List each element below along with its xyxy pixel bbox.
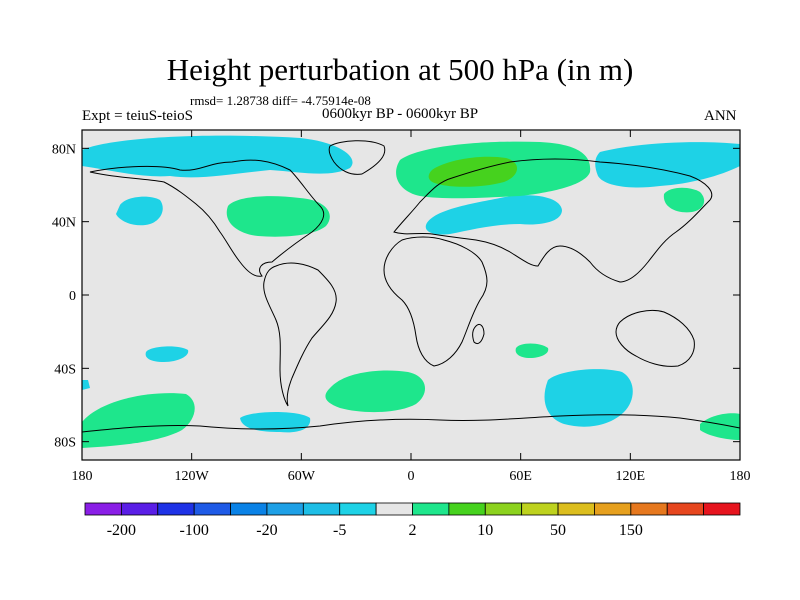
coast-greenland: [328, 140, 386, 175]
coastlines: [82, 140, 740, 433]
colorbar-swatch: [412, 502, 450, 516]
colorbar-swatch: [266, 502, 304, 516]
coast-australia: [615, 309, 695, 367]
contour-positive-kamchatka: [663, 187, 705, 213]
contour-negative-edge-west: [82, 380, 90, 390]
coast-africa: [383, 236, 488, 367]
colorbar-swatch: [193, 502, 231, 516]
colorbar-swatch: [484, 502, 523, 516]
coast-north-america: [89, 159, 325, 277]
contour-negative-npacific-west: [116, 196, 163, 226]
colorbar-label: 50: [550, 522, 566, 539]
contour-negative-arctic: [82, 135, 353, 178]
colorbar-swatch: [339, 502, 377, 516]
contour-negative-eurasia: [425, 195, 562, 235]
period-label: 0600kyr BP - 0600kyr BP: [322, 106, 479, 122]
colorbar-label: 150: [619, 522, 643, 539]
lat-tick-label: 40N: [52, 216, 76, 231]
map-title: Height perturbation at 500 hPa (in m): [166, 52, 634, 87]
colorbar-label: 2: [409, 522, 417, 539]
contour-fills: [82, 135, 740, 448]
lon-tick-label: 60W: [288, 469, 316, 484]
colorbar-swatch: [302, 502, 341, 516]
stats-label: rmsd= 1.28738 diff= -4.75914e-08: [190, 93, 371, 108]
colorbar-swatch: [703, 502, 741, 516]
contour-positive-north-america: [226, 196, 330, 237]
colorbar-label: -100: [180, 522, 209, 539]
colorbar-swatch: [84, 502, 122, 516]
colorbar-label: -5: [333, 522, 346, 539]
coast-europe-asia: [393, 158, 713, 283]
colorbar-label: -200: [107, 522, 136, 539]
experiment-label: Expt = teiuS-teioS: [82, 108, 193, 124]
lon-tick-label: 180: [72, 469, 93, 484]
colorbar-label: -20: [256, 522, 277, 539]
colorbar-swatch: [557, 502, 595, 516]
lon-tick-label: 60E: [509, 469, 532, 484]
colorbar-swatch: [630, 502, 668, 516]
contour-negative-spacific: [145, 346, 189, 362]
lat-tick-label: 80N: [52, 142, 76, 157]
colorbar-swatch: [521, 502, 559, 516]
lon-tick-label: 180: [730, 469, 751, 484]
contour-negative-northpacific-east: [595, 142, 740, 188]
coast-south-america: [263, 262, 337, 407]
colorbar-swatch: [375, 502, 413, 516]
contour-positive-south-atlantic: [325, 370, 426, 413]
contour-positive-south-east-edge: [700, 413, 740, 440]
contour-negative-sw-atlantic-south: [240, 412, 311, 433]
lon-tick-label: 120E: [616, 469, 646, 484]
coast-antarctica: [82, 414, 740, 433]
colorbar-swatch: [594, 502, 632, 516]
colorbar-swatch: [230, 502, 268, 516]
contour-positive-southern-africa: [515, 343, 549, 358]
contour-positive-south-pacific: [82, 393, 195, 448]
colorbar-label: 10: [477, 522, 493, 539]
colorbar-swatch: [157, 502, 195, 516]
colorbar-swatch: [666, 502, 705, 516]
lat-tick-label: 80S: [54, 436, 76, 451]
lat-tick-label: 40S: [54, 362, 76, 377]
coast-madagascar: [472, 323, 485, 345]
lat-tick-label: 0: [69, 289, 76, 304]
lon-tick-label: 120W: [175, 469, 210, 484]
colorbar: -200 -100 -20 -5 2 10 50 150: [84, 502, 741, 539]
lon-tick-label: 0: [408, 469, 415, 484]
season-label: ANN: [704, 108, 737, 124]
colorbar-swatch: [448, 502, 486, 516]
contour-negative-indian: [544, 369, 633, 427]
colorbar-swatch: [120, 502, 159, 516]
map-axes: 80N 40N 0 40S 80S 180 120W 60W 0 60E 120E 180: [52, 130, 751, 484]
